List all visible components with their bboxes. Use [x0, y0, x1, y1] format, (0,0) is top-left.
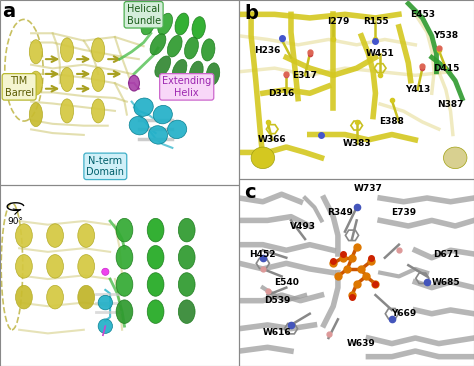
Ellipse shape	[78, 285, 94, 309]
Ellipse shape	[29, 71, 43, 95]
Ellipse shape	[61, 38, 73, 62]
Text: D539: D539	[264, 296, 290, 305]
Text: W639: W639	[347, 339, 376, 348]
Text: a: a	[2, 2, 16, 21]
Ellipse shape	[189, 61, 203, 83]
Text: W737: W737	[354, 184, 383, 193]
Text: V493: V493	[290, 221, 316, 231]
Ellipse shape	[46, 224, 64, 247]
Ellipse shape	[153, 105, 173, 124]
Ellipse shape	[116, 273, 133, 296]
Ellipse shape	[184, 37, 199, 59]
Ellipse shape	[102, 268, 109, 275]
Ellipse shape	[444, 147, 467, 169]
Text: E317: E317	[292, 71, 318, 80]
Text: I279: I279	[327, 17, 349, 26]
Text: D415: D415	[433, 64, 459, 72]
Ellipse shape	[147, 273, 164, 296]
Ellipse shape	[29, 40, 43, 64]
Ellipse shape	[192, 17, 205, 39]
Ellipse shape	[178, 246, 195, 269]
Text: W616: W616	[263, 328, 291, 337]
Ellipse shape	[172, 59, 187, 81]
Text: 90°: 90°	[8, 217, 24, 227]
Ellipse shape	[116, 219, 133, 242]
Text: E388: E388	[380, 117, 404, 126]
Ellipse shape	[206, 63, 220, 85]
Ellipse shape	[178, 300, 195, 324]
Ellipse shape	[91, 99, 105, 123]
Text: W451: W451	[366, 49, 394, 58]
Ellipse shape	[155, 56, 171, 77]
Ellipse shape	[129, 116, 148, 135]
Ellipse shape	[61, 99, 73, 123]
Text: Helical
Bundle: Helical Bundle	[127, 4, 161, 26]
Ellipse shape	[167, 120, 187, 139]
Ellipse shape	[16, 224, 32, 247]
Ellipse shape	[16, 255, 32, 278]
Text: W366: W366	[258, 135, 286, 144]
Text: Y413: Y413	[405, 85, 430, 94]
Text: b: b	[244, 4, 258, 23]
Ellipse shape	[147, 219, 164, 242]
Ellipse shape	[251, 147, 274, 169]
Text: H452: H452	[250, 250, 276, 258]
Ellipse shape	[178, 273, 195, 296]
Ellipse shape	[158, 13, 173, 35]
Ellipse shape	[167, 36, 182, 57]
Text: D671: D671	[433, 250, 459, 258]
Text: N-term
Domain: N-term Domain	[86, 156, 124, 177]
Ellipse shape	[116, 300, 133, 324]
Text: Extending
Helix: Extending Helix	[162, 76, 211, 98]
Ellipse shape	[147, 246, 164, 269]
Ellipse shape	[175, 13, 189, 35]
Text: Y669: Y669	[391, 309, 416, 318]
Text: E739: E739	[391, 209, 416, 217]
Ellipse shape	[46, 255, 64, 278]
Text: R349: R349	[328, 209, 353, 217]
Text: R155: R155	[363, 17, 388, 26]
Ellipse shape	[147, 300, 164, 324]
Ellipse shape	[78, 224, 94, 247]
Text: E453: E453	[410, 10, 435, 19]
Ellipse shape	[91, 38, 105, 62]
Text: W383: W383	[342, 139, 371, 148]
Ellipse shape	[29, 102, 43, 127]
Ellipse shape	[98, 319, 112, 333]
Text: c: c	[244, 183, 255, 202]
Text: W685: W685	[431, 277, 460, 287]
Ellipse shape	[16, 285, 32, 309]
Ellipse shape	[128, 75, 139, 91]
Ellipse shape	[46, 285, 64, 309]
Ellipse shape	[148, 126, 168, 144]
Text: N387: N387	[438, 100, 464, 108]
Text: TIM
Barrel: TIM Barrel	[5, 76, 34, 98]
Ellipse shape	[150, 34, 166, 55]
Text: D316: D316	[268, 89, 295, 98]
Ellipse shape	[61, 67, 73, 92]
Ellipse shape	[98, 295, 112, 310]
Text: Y538: Y538	[433, 31, 458, 40]
Ellipse shape	[201, 39, 215, 61]
Ellipse shape	[178, 219, 195, 242]
Ellipse shape	[141, 13, 156, 35]
Ellipse shape	[116, 246, 133, 269]
Ellipse shape	[91, 67, 105, 92]
Text: E540: E540	[274, 277, 299, 287]
Ellipse shape	[78, 255, 94, 278]
Ellipse shape	[134, 98, 153, 116]
Text: H236: H236	[255, 46, 281, 55]
